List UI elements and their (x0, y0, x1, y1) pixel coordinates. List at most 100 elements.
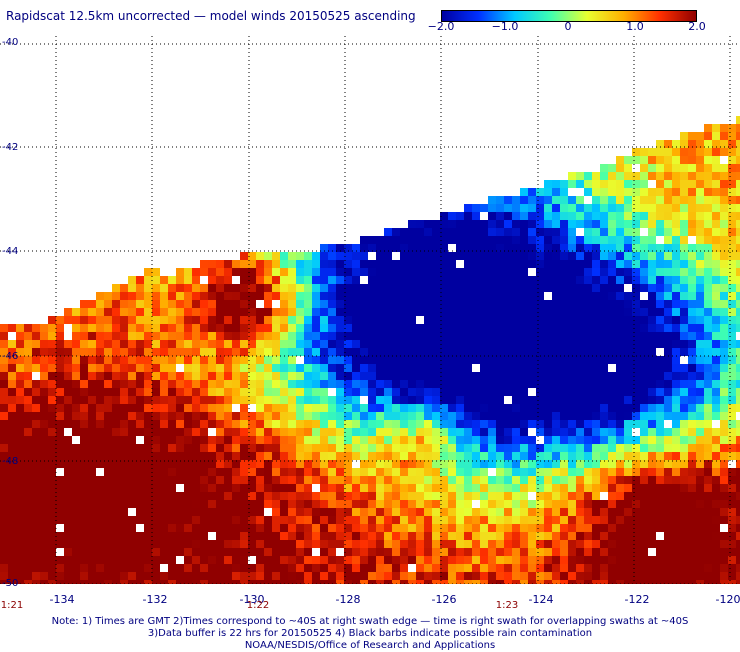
data-cell (320, 300, 328, 308)
data-cell (304, 356, 312, 364)
data-cell (680, 452, 688, 460)
data-cell (664, 140, 672, 148)
data-cell (720, 212, 728, 220)
data-cell (456, 220, 464, 228)
data-cell (408, 460, 416, 468)
data-cell (408, 380, 416, 388)
data-cell (600, 188, 608, 196)
data-cell (648, 348, 656, 356)
data-cell (696, 172, 704, 180)
data-cell (568, 484, 576, 492)
data-cell (456, 508, 464, 516)
data-cell (608, 236, 616, 244)
data-cell (320, 436, 328, 444)
data-cell (192, 380, 200, 388)
data-cell (656, 404, 664, 412)
data-cell (504, 252, 512, 260)
data-cell (736, 316, 740, 324)
data-cell (344, 452, 352, 460)
data-cell (208, 404, 216, 412)
data-cell (328, 276, 336, 284)
data-cell (696, 212, 704, 220)
data-cell (656, 212, 664, 220)
data-cell (56, 476, 64, 484)
data-cell (344, 540, 352, 548)
data-cell (128, 492, 136, 500)
data-cell (312, 532, 320, 540)
data-cell (560, 452, 568, 460)
data-cell (72, 324, 80, 332)
data-cell (376, 484, 384, 492)
data-cell (568, 268, 576, 276)
data-cell (360, 436, 368, 444)
data-cell (24, 564, 32, 572)
data-cell (120, 372, 128, 380)
data-cell (72, 532, 80, 540)
data-cell (488, 484, 496, 492)
data-cell (304, 292, 312, 300)
data-cell (128, 468, 136, 476)
data-cell (408, 444, 416, 452)
data-cell (560, 204, 568, 212)
data-cell (56, 356, 64, 364)
data-cell (248, 292, 256, 300)
data-cell (592, 516, 600, 524)
data-cell (464, 308, 472, 316)
data-cell (408, 364, 416, 372)
data-cell (128, 396, 136, 404)
data-cell (88, 300, 96, 308)
data-cell (664, 532, 672, 540)
data-cell (480, 276, 488, 284)
data-cell (128, 508, 136, 516)
data-cell (592, 348, 600, 356)
data-cell (632, 380, 640, 388)
data-cell (248, 420, 256, 428)
data-cell (320, 244, 328, 252)
data-cell (152, 516, 160, 524)
data-cell (32, 524, 40, 532)
data-cell (376, 340, 384, 348)
data-cell (400, 348, 408, 356)
data-cell (504, 212, 512, 220)
data-cell (456, 412, 464, 420)
data-cell (712, 444, 720, 452)
data-cell (224, 580, 232, 584)
data-cell (456, 476, 464, 484)
data-cell (360, 252, 368, 260)
data-cell (400, 460, 408, 468)
data-cell (16, 404, 24, 412)
data-cell (464, 348, 472, 356)
data-cell (456, 468, 464, 476)
data-cell (136, 332, 144, 340)
data-cell (80, 300, 88, 308)
data-cell (240, 260, 248, 268)
data-cell (464, 500, 472, 508)
data-cell (384, 468, 392, 476)
data-cell (560, 468, 568, 476)
data-cell (704, 228, 712, 236)
data-cell (472, 580, 480, 584)
data-cell (200, 572, 208, 580)
data-cell (120, 476, 128, 484)
data-cell (152, 572, 160, 580)
data-cell (344, 532, 352, 540)
data-cell (736, 460, 740, 468)
data-cell (448, 364, 456, 372)
data-cell (680, 188, 688, 196)
data-cell (40, 460, 48, 468)
data-cell (512, 572, 520, 580)
data-cell (328, 436, 336, 444)
data-cell (456, 404, 464, 412)
data-cell (8, 548, 16, 556)
data-cell (304, 580, 312, 584)
data-cell (320, 412, 328, 420)
data-cell (320, 532, 328, 540)
data-cell (248, 316, 256, 324)
data-cell (568, 204, 576, 212)
data-cell (568, 244, 576, 252)
data-cell (688, 260, 696, 268)
data-cell (664, 316, 672, 324)
data-cell (88, 476, 96, 484)
data-cell (504, 332, 512, 340)
data-cell (704, 204, 712, 212)
